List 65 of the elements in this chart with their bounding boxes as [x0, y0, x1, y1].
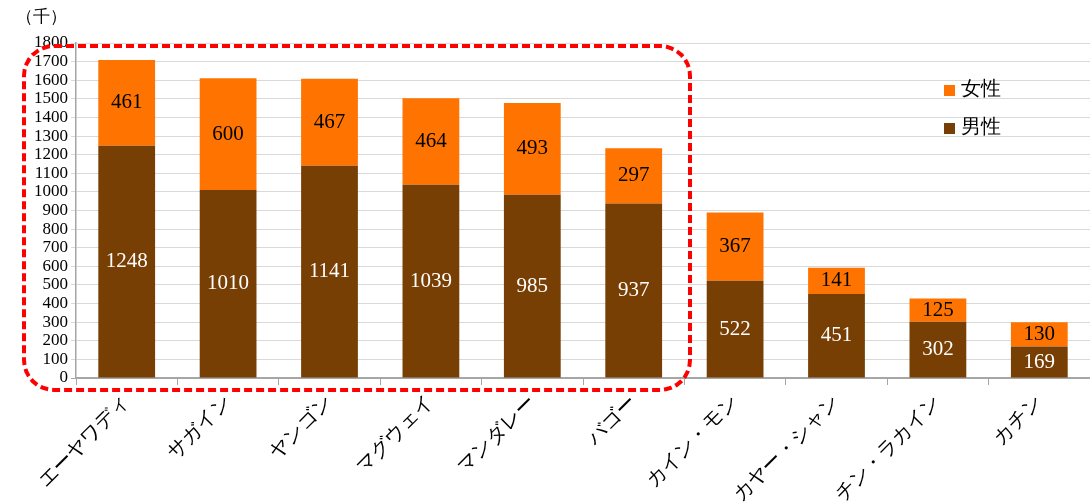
data-label: 600: [212, 120, 244, 145]
data-label: 1039: [409, 267, 452, 292]
bar: [909, 321, 967, 378]
bar: [503, 194, 561, 378]
y-tick-label: 200: [42, 330, 68, 350]
x-tick-label: マンダレー: [451, 389, 540, 478]
y-tick-label: 700: [42, 237, 68, 257]
y-tick-label: 1600: [34, 69, 68, 89]
data-label: 125: [922, 296, 954, 321]
bar: [605, 203, 663, 378]
data-label: 169: [1023, 348, 1056, 373]
bar: [98, 59, 156, 146]
data-label: 367: [719, 233, 751, 258]
bar: [199, 190, 257, 378]
bar: [301, 78, 358, 166]
data-label: 985: [516, 272, 549, 297]
bar: [402, 98, 460, 185]
data-label: 522: [719, 315, 751, 340]
y-tick-label: 800: [42, 218, 68, 238]
data-label: 467: [313, 108, 346, 133]
data-label: 1141: [308, 258, 351, 283]
bar: [402, 184, 460, 378]
x-tick-label: ヤンゴン: [263, 389, 337, 464]
data-label: 297: [617, 162, 650, 187]
y-axis-title: （千）: [16, 6, 67, 27]
x-tick-label: サガイン: [161, 389, 236, 464]
y-tick-label: 1400: [34, 106, 68, 126]
bar: [706, 280, 764, 378]
data-label: 302: [922, 336, 954, 361]
data-label: 130: [1023, 320, 1056, 345]
bar: [605, 148, 663, 204]
data-label: 1248: [105, 248, 148, 273]
bar: [808, 294, 865, 378]
x-tick-label: マグウェイ: [350, 389, 439, 478]
y-tick-label: 1300: [34, 125, 68, 145]
x-tick-label: エーヤワディ: [32, 389, 134, 492]
data-label: 141: [820, 267, 853, 292]
bar: [301, 165, 358, 378]
data-label: 493: [516, 135, 549, 160]
y-tick-label: 400: [42, 293, 68, 313]
legend-label: 男性: [961, 114, 1001, 139]
bar: [98, 145, 156, 378]
x-tick-label: カチン: [987, 389, 1047, 450]
bar: [1010, 322, 1068, 347]
y-tick-label: 0: [59, 367, 68, 387]
y-tick-label: 1700: [34, 51, 68, 71]
bar: [706, 212, 764, 281]
y-tick-label: 1000: [34, 181, 68, 201]
data-label: 1010: [207, 270, 250, 295]
y-tick-label: 100: [42, 348, 68, 368]
bar: [503, 102, 561, 195]
data-label: 461: [110, 89, 143, 114]
y-tick-label: 1100: [34, 162, 68, 182]
y-tick-label: 300: [42, 311, 68, 331]
bar: [199, 78, 257, 191]
y-tick-label: 900: [42, 199, 68, 219]
y-tick-label: 1200: [34, 144, 68, 164]
data-label: 937: [617, 277, 650, 302]
data-label: 451: [820, 322, 853, 347]
legend-label: 女性: [961, 76, 1001, 101]
data-label: 464: [415, 127, 448, 152]
y-tick-label: 500: [42, 274, 68, 294]
y-tick-label: 1500: [34, 88, 68, 108]
x-tick-label: バゴー: [580, 389, 641, 450]
y-tick-label: 600: [42, 255, 68, 275]
